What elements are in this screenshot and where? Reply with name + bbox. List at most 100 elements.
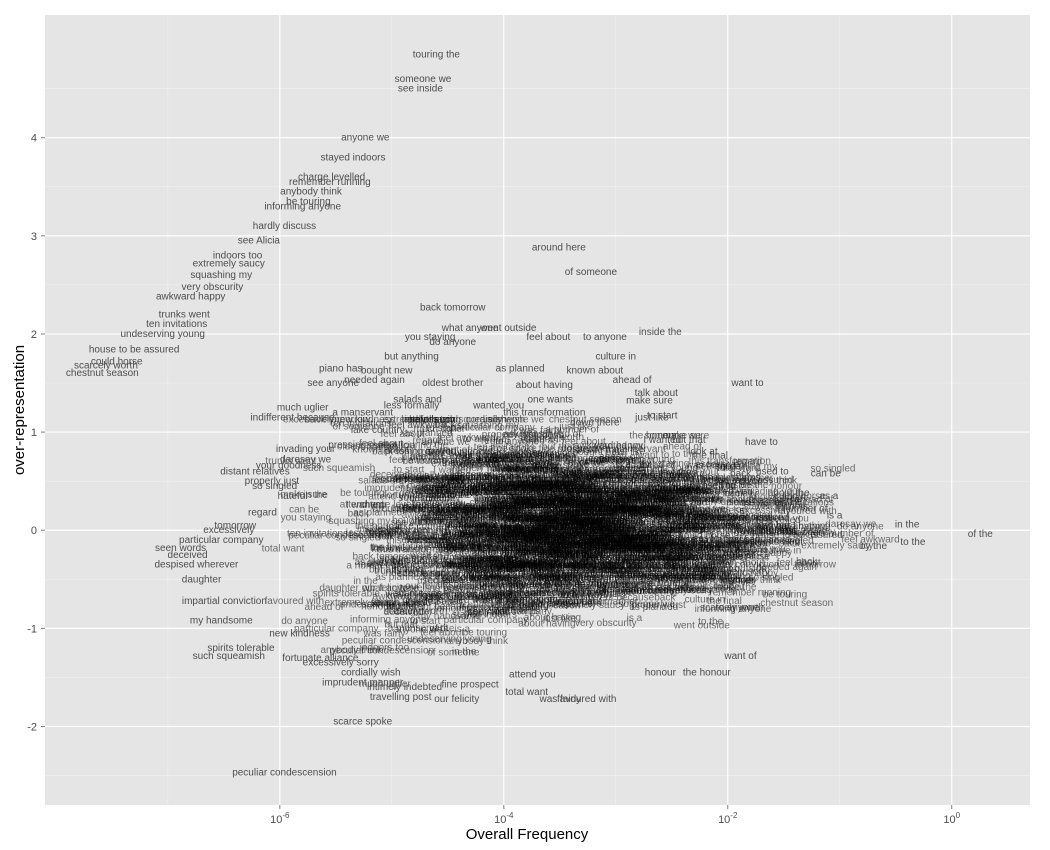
dense-point-label: regard [494,515,523,526]
dense-point-label: indifferent because [394,563,479,574]
dense-point-label: can be [699,569,729,580]
dense-point-label: piano has [726,498,769,509]
dense-point-label: needed again [410,451,471,462]
dense-point-label: attend you [726,517,773,528]
dense-point-label: cordially wish [581,496,640,507]
point-label: anybody think [280,187,343,198]
dense-point-label: what anyone [547,514,605,525]
dense-point-label: back tomorrow [372,447,438,458]
dense-point-label: known about [420,590,477,601]
dense-point-label: by the [515,568,543,579]
dense-point-label: oldest brother [555,467,617,478]
dense-point-label: particular company [589,523,673,534]
dense-point-label: indoors too [516,533,566,544]
dense-point-label: attend you [652,475,699,486]
dense-point-label: extremely saucy [402,503,474,514]
dense-point-label: touring the [401,440,449,451]
dense-point-label: look at [507,530,537,541]
dense-point-label: excessively sorry [442,562,518,573]
dense-point-label: see inside [380,555,425,566]
dense-point-label: indoors too [698,505,748,516]
dense-point-label: see anyone [609,564,661,575]
dense-point-label: indoors too [575,522,625,533]
dense-point-label: asked as [466,535,506,546]
dense-point-label: salads and [659,498,707,509]
dense-point-label: by the [590,504,618,515]
dense-point-label: peculiar condescension [562,494,667,505]
dense-point-label: see anyone [556,579,608,590]
dense-point-label: new kindness [601,543,662,554]
point-label: back [730,468,752,479]
dense-point-label: by the [533,514,561,525]
point-label: wanted you [472,401,524,412]
dense-point-label: known about [694,494,751,505]
dense-point-label: oldest brother [612,537,674,548]
dense-point-label: but that [706,545,740,556]
dense-point-label: to the [441,477,466,488]
dense-point-label: awkward happy [522,500,591,511]
dense-point-label: indoors too [490,562,540,573]
dense-point-label: attend you [692,520,739,531]
dense-point-label: see Alicia [699,574,742,585]
dense-point-label: indoors too [532,475,582,486]
dense-point-label: but that [542,442,576,453]
dense-point-label: wanted you [563,560,615,571]
dense-point-label: known about [423,514,480,525]
point-label: I wanted [643,435,681,446]
dense-point-label: this transformation [386,535,468,546]
dense-point-label: was fairly [601,584,644,595]
dense-point-label: peculiar condescension [590,541,695,552]
point-label: one wants [527,395,573,406]
dense-point-label: of someone [491,463,544,474]
dense-point-label: charge levelled [617,510,684,521]
dense-point-label: about the [547,540,589,551]
dense-point-label: to start [481,591,512,602]
dense-point-label: known about [464,505,521,516]
point-label: about the [768,488,810,499]
dense-point-label: look at [665,493,695,504]
dense-point-label: but that [692,475,726,486]
point-label: to the [900,537,925,548]
dense-point-label: excessively [413,475,464,486]
dense-point-label: down there [441,473,491,484]
dense-point-label: culture in [598,520,639,531]
dense-point-label: tomorrow [421,497,463,508]
dense-point-label: travelling post [696,480,758,491]
dense-point-label: spirits tolerable [621,492,689,503]
dense-point-label: bought new [572,447,624,458]
dense-point-label: of someone [521,549,574,560]
dense-point-label: excessively sorry [593,573,669,584]
dense-point-label: the honour [741,498,789,509]
dense-point-label: was fairly [629,549,672,560]
dense-point-label: very obscurity [543,538,605,549]
dense-point-label: seen words [546,537,597,548]
dense-point-label: properly just [482,430,537,441]
dense-point-label: I wanted [433,465,471,476]
dense-point-label: indoors too [360,642,410,653]
dense-point-label: excessively sorry [589,488,665,499]
dense-point-label: house to be assured [671,539,762,550]
dense-point-label: anybody think [446,636,509,647]
dense-point-label: back tomorrow [305,414,371,425]
dense-point-label: awkward happy [373,591,442,602]
dense-point-label: a number of [820,529,874,540]
dense-point-label: fortunate alliance [420,569,497,580]
dense-point-label: someone we [552,500,609,511]
dense-point-label: awkward happy [559,498,628,509]
dense-point-label: one wants [600,568,646,579]
dense-point-label: ahead of [629,531,668,542]
dense-point-label: attend you [340,500,387,511]
dense-point-label: fine prospect [527,599,584,610]
dense-point-label: bought new [496,449,548,460]
dense-point-label: intimely indebted [450,463,525,474]
dense-point-label: tomorrow [596,580,638,591]
dense-point-label: such squeamish [479,528,551,539]
dense-point-label: regard [412,435,441,446]
dense-point-label: ten invitations [331,419,392,430]
dense-point-label: despised wherever [479,579,564,590]
dense-point-label: was fairly [468,571,511,582]
dense-point-label: used to [570,547,603,558]
dense-point-label: such squeamish [523,481,595,492]
dense-point-label: fine prospect [538,563,595,574]
dense-point-label: salads and [485,454,533,465]
